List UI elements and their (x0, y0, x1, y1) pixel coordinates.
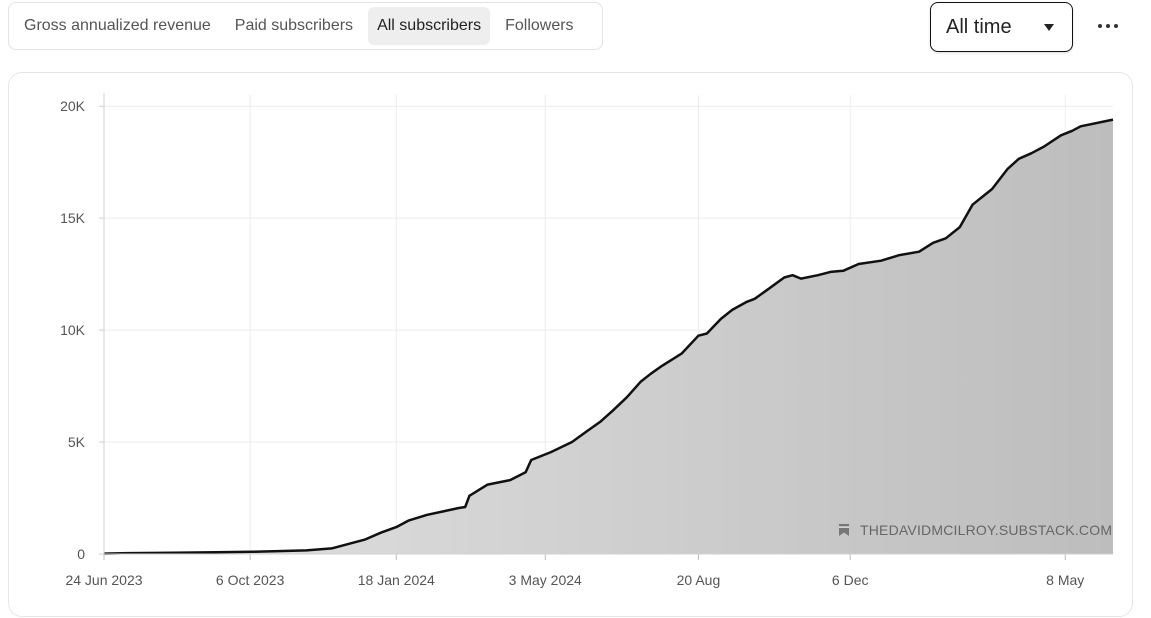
time-range-value: All time (946, 15, 1012, 38)
subscribers-chart: 24 Jun 2023 6 Oct 2023 18 Jan 2024 3 May 20… (60, 93, 1114, 588)
time-range-select[interactable]: All time (930, 2, 1073, 52)
watermark-text: THEDAVIDMCILROY.SUBSTACK.COM (860, 522, 1112, 538)
y-tick-label: 0 (77, 546, 85, 562)
bookmark-icon (839, 524, 849, 536)
x-axis-ticks: 24 Jun 2023 6 Oct 2023 18 Jan 2024 3 May 20… (65, 572, 1084, 588)
y-tick-label: 10K (60, 322, 86, 338)
tab-followers[interactable]: Followers (505, 17, 574, 34)
metric-tabs: Gross annualized revenue Paid subscriber… (8, 2, 603, 50)
tab-paid-subscribers[interactable]: Paid subscribers (234, 17, 354, 34)
y-tick-label: 5K (68, 434, 86, 450)
caret-down-icon (1044, 23, 1054, 31)
chart-card: 24 Jun 2023 6 Oct 2023 18 Jan 2024 3 May 20… (8, 72, 1133, 617)
y-tick-label: 20K (60, 98, 86, 114)
more-options-button[interactable] (1090, 12, 1126, 40)
subscribers-area (104, 119, 1113, 554)
x-tick-label: 3 May 2024 (509, 572, 582, 588)
x-tick-label: 6 Dec (832, 572, 869, 588)
y-axis-ticks: 0 5K 10K 15K 20K (60, 98, 86, 562)
tab-gross-annualized-revenue[interactable]: Gross annualized revenue (24, 17, 211, 34)
x-tick-label: 20 Aug (677, 572, 721, 588)
x-tick-label: 6 Oct 2023 (216, 572, 285, 588)
subscribers-line (103, 118, 1114, 555)
chart-axes (99, 93, 1113, 560)
tab-all-subscribers[interactable]: All subscribers (368, 7, 491, 45)
x-tick-label: 24 Jun 2023 (65, 572, 142, 588)
y-tick-label: 15K (60, 210, 86, 226)
more-horizontal-icon (1098, 24, 1102, 28)
x-tick-label: 18 Jan 2024 (358, 572, 435, 588)
x-tick-label: 8 May (1046, 572, 1084, 588)
watermark[interactable]: THEDAVIDMCILROY.SUBSTACK.COM (839, 522, 1112, 538)
